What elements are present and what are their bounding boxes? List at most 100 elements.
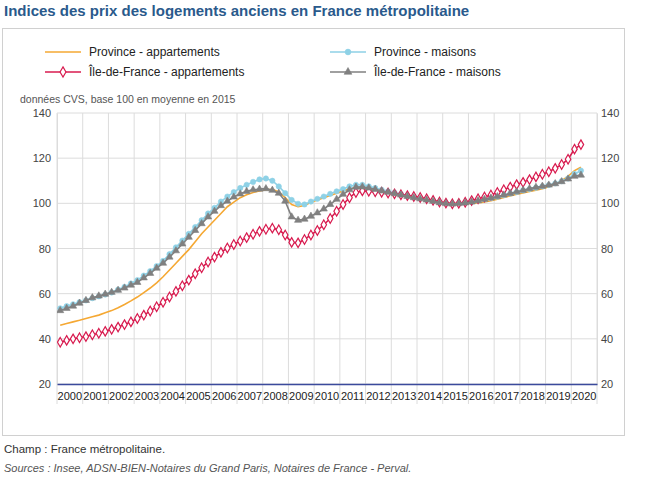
plot-area [57,140,584,347]
y-tick: 60 [39,288,57,300]
series-marker [513,188,520,194]
series-marker [372,185,379,191]
x-tick-label: 2005 [186,390,210,402]
x-tick: 2001 [83,384,107,402]
series-marker [224,197,231,203]
y-tick-label: 80 [601,243,613,255]
series-marker [89,294,96,300]
series-marker [559,160,564,169]
x-grid-line [545,113,546,404]
y-grid-line [57,338,597,339]
x-tick: 2014 [418,384,442,402]
x-grid-line [159,113,160,404]
x-grid-line [365,113,366,404]
series-marker [192,269,197,278]
series-marker [121,284,128,290]
series-marker [333,195,340,201]
series-marker [565,155,570,164]
x-grid-line [391,113,392,404]
series-marker [96,328,101,337]
x-tick-label: 2006 [212,390,236,402]
series-marker [83,332,88,341]
x-tick: 2013 [392,384,416,402]
y-tick: 20 [597,378,613,390]
series-marker [527,175,532,184]
series-marker [500,191,507,197]
legend-item: Province - maisons [330,45,476,59]
y-tick-label: 40 [39,333,51,345]
y-axis-line [597,114,598,385]
x-tick-label: 2010 [315,390,339,402]
series-marker [417,195,424,201]
x-tick: 2011 [341,384,365,402]
series-marker [263,176,268,181]
x-grid-line [571,113,572,404]
x-tick-label: 2003 [135,390,159,402]
y-tick: 60 [597,288,613,300]
x-tick: 2000 [58,384,82,402]
series-marker [180,281,185,290]
series-marker [365,184,372,190]
x-tick: 2016 [469,384,493,402]
y-tick-label: 100 [33,197,51,209]
y-tick: 100 [33,197,57,209]
series-marker [468,198,475,204]
x-tick-label: 2008 [263,390,287,402]
x-tick-label: 2001 [83,390,107,402]
y-axis-right: 20406080100120140 [597,107,619,390]
series-marker [76,299,83,305]
series-marker [82,296,89,302]
series-marker [64,336,69,345]
y-grid-line [57,293,597,294]
legend-label: Île-de-France - maisons [373,64,501,79]
series-marker [404,192,411,198]
series-line [60,167,581,325]
x-grid-line [262,113,263,404]
series-marker [334,206,339,215]
series-marker [378,187,385,193]
y-tick: 120 [33,152,57,164]
series-marker [141,310,146,319]
legend-swatch [45,51,81,53]
x-grid-line [468,113,469,404]
series-marker [77,333,82,342]
x-grid-line [519,113,520,404]
series-marker [385,188,390,197]
y-grid-line [57,248,597,249]
series-marker [392,189,397,198]
x-grid-line [82,113,83,404]
series-marker [250,179,255,184]
series-marker [115,286,122,292]
y-tick-label: 60 [601,288,613,300]
y-grid-line [57,203,597,204]
series-marker [225,243,230,252]
x-tick-label: 2018 [520,390,544,402]
series-marker [410,194,417,200]
series-marker [307,212,314,218]
series-marker [282,230,287,239]
series-marker [212,252,217,261]
x-tick-label: 2016 [469,390,493,402]
series-marker [449,200,456,206]
series-marker [122,320,127,329]
series-marker [321,194,326,199]
series-marker [57,337,62,346]
x-tick-label: 2020 [572,390,596,402]
series-marker [70,334,75,343]
series-marker [552,180,559,186]
x-tick: 2002 [109,384,133,402]
series-marker [462,197,467,206]
series-marker [385,189,390,194]
legend-label: Île-de-France - appartements [88,64,244,79]
y-tick: 120 [597,152,619,164]
series-marker [115,322,120,331]
series-line [60,145,581,343]
legend-marker [344,68,352,75]
legend-label: Province - appartements [89,45,220,59]
y-tick-label: 20 [39,378,51,390]
series-marker [127,281,134,287]
series-marker [456,199,461,208]
legend-label: Province - maisons [374,45,476,59]
x-tick-label: 2007 [238,390,262,402]
series-marker [276,184,281,189]
